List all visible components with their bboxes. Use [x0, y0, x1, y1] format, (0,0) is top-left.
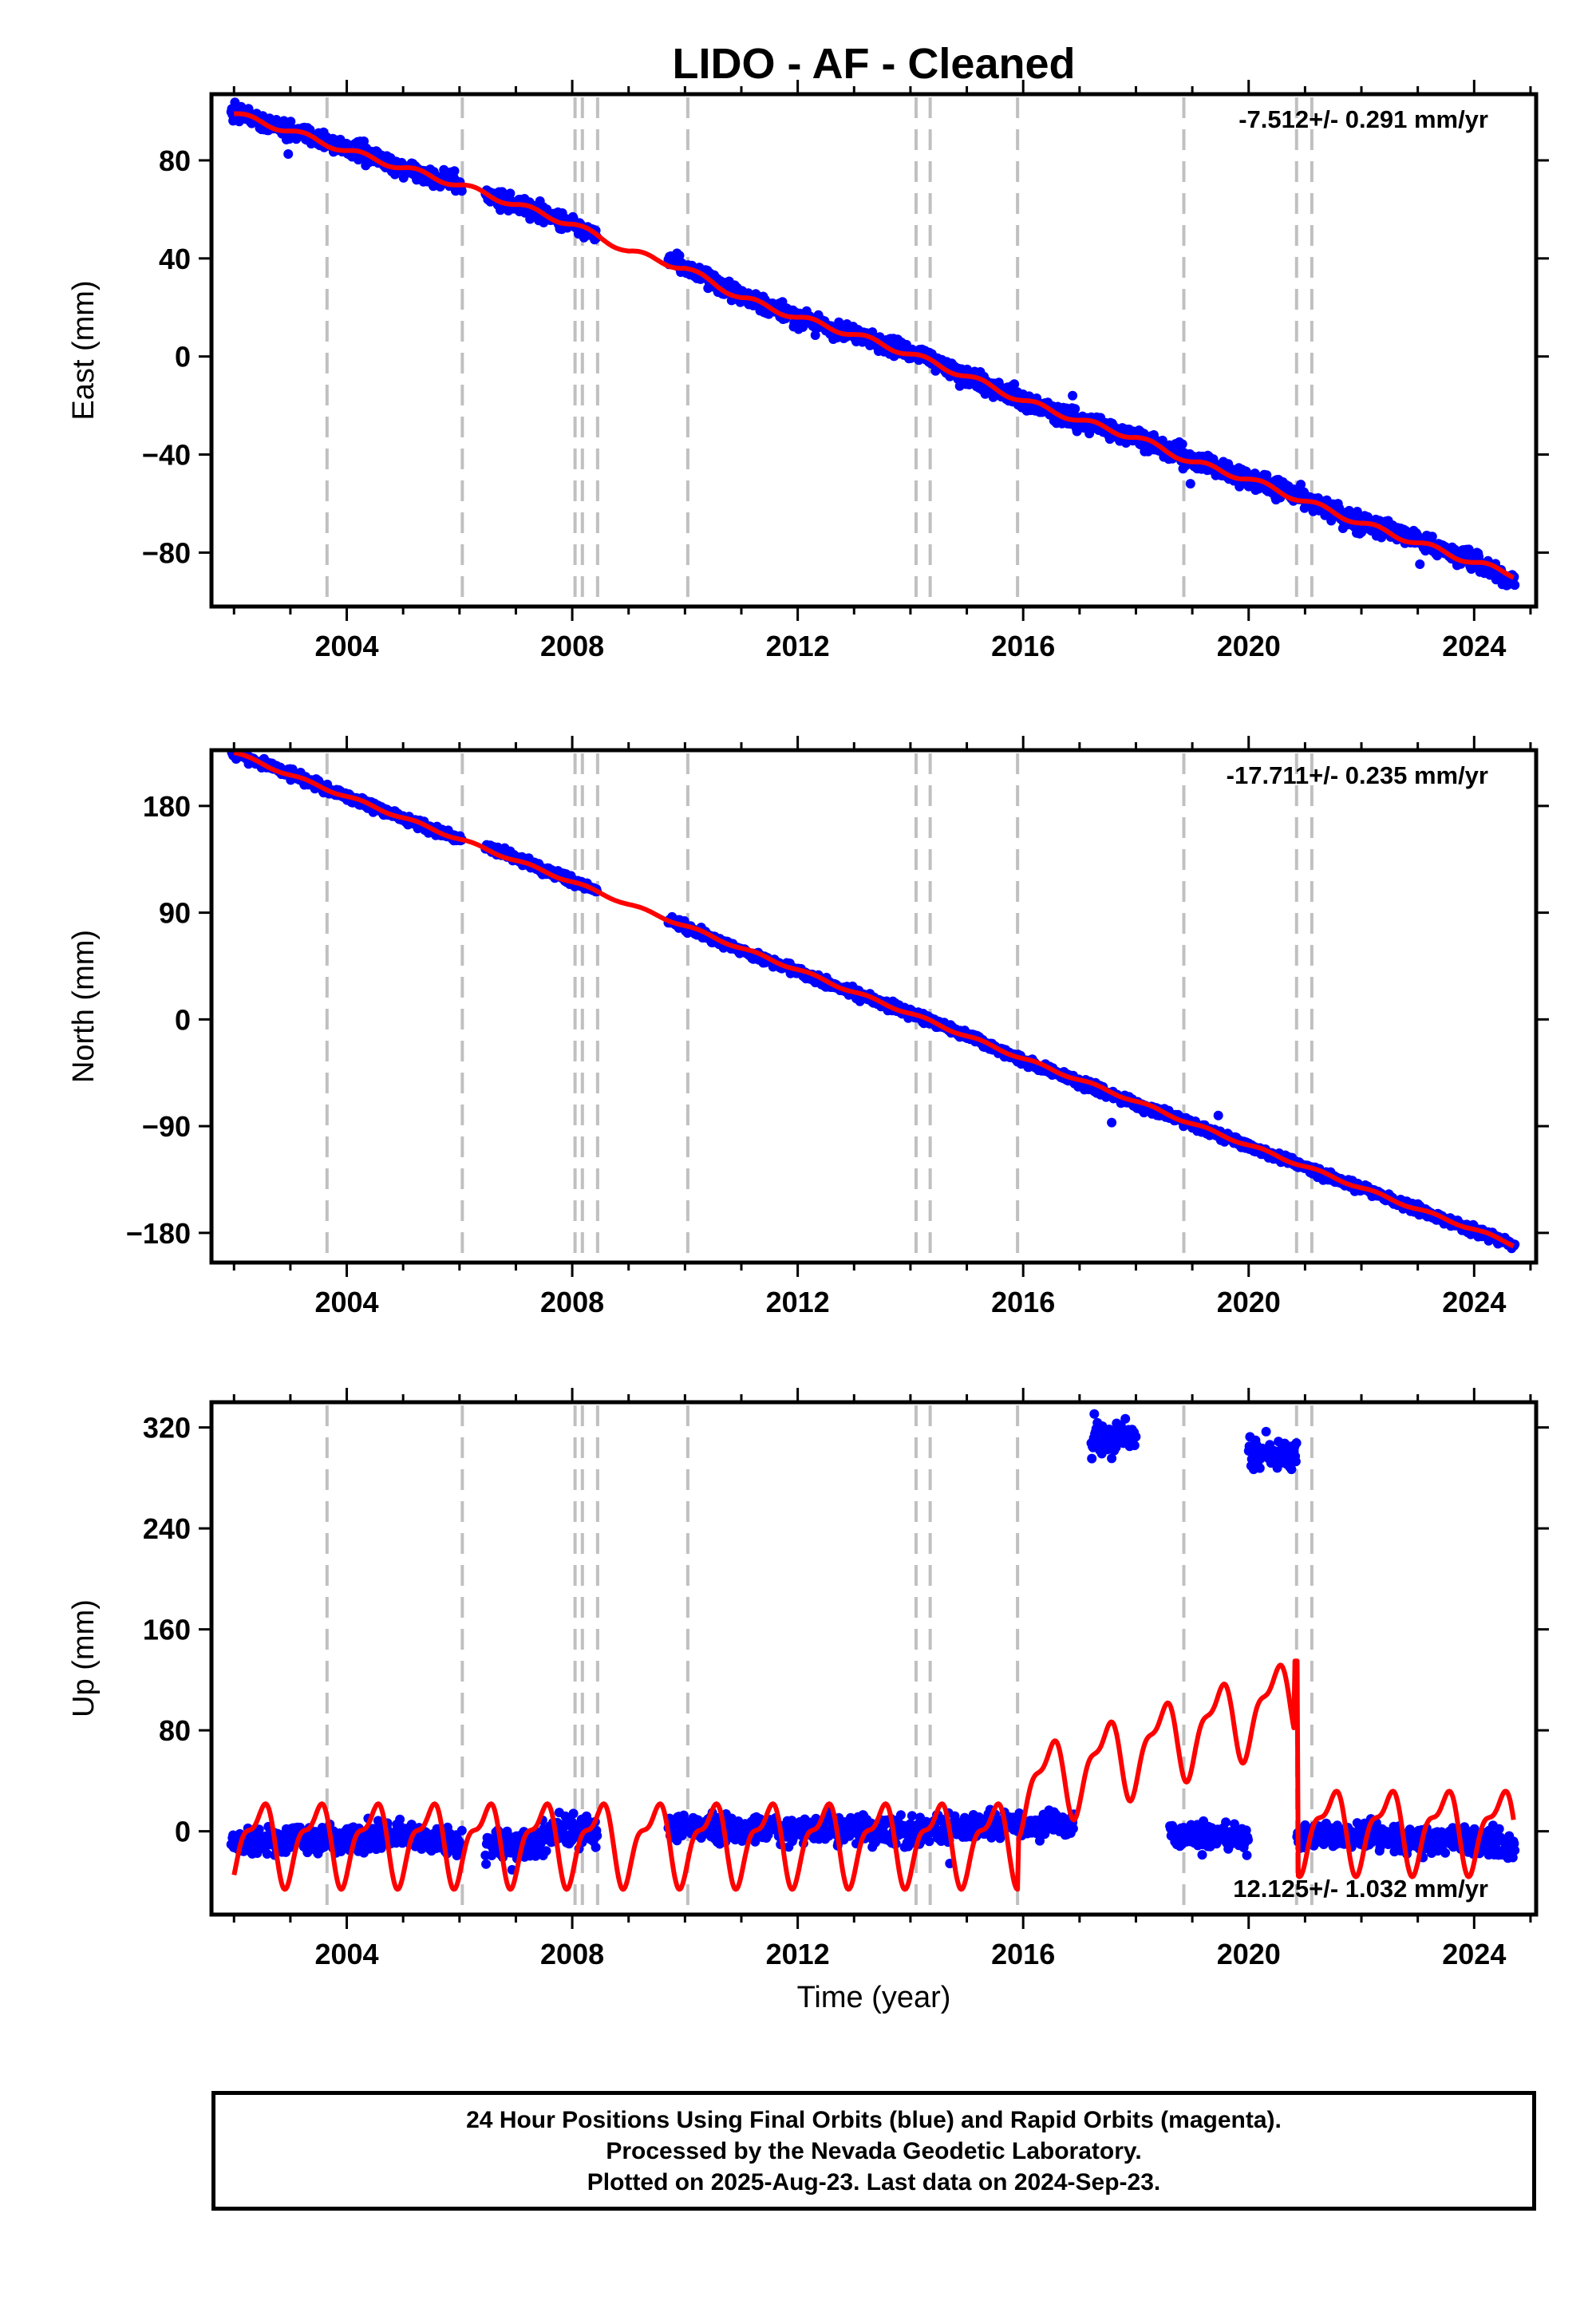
x-tick-label: 2016	[991, 630, 1055, 662]
y-tick-label: 0	[175, 341, 191, 373]
obs-point	[1510, 580, 1520, 591]
panel-north: −180 −90 0 90 180 2004 2008 2012 2016 2020 2024 Nor…	[67, 736, 1549, 1318]
plot-frame	[209, 748, 1539, 1265]
x-tick-label: 2004	[314, 630, 378, 662]
obs-point	[1070, 404, 1080, 414]
panels: −80 −40 0 40 80 2004 2008 2012 2016 2020 2024 East …	[67, 80, 1549, 1970]
obs-point	[907, 1811, 917, 1821]
y-tick-label: −80	[142, 536, 191, 569]
y-tick-label: 40	[159, 243, 191, 275]
y-tick-label: −90	[142, 1110, 191, 1143]
obs-point	[505, 188, 516, 199]
rate-annotation: -7.512+/- 0.291 mm/yr	[1238, 105, 1488, 133]
obs-point	[1185, 479, 1195, 489]
obs-point	[395, 1814, 405, 1824]
x-tick-label: 2020	[1217, 1286, 1281, 1318]
y-tick-label: 0	[175, 1003, 191, 1036]
y-axis-label: East (mm)	[67, 280, 101, 420]
plot-frame	[209, 92, 1539, 609]
observation-points	[226, 1409, 1520, 1875]
obs-point	[1068, 390, 1078, 401]
obs-point	[541, 1846, 551, 1856]
rate-annotation: -17.711+/- 0.235 mm/yr	[1227, 761, 1488, 789]
obs-point	[568, 1808, 579, 1819]
y-tick-label: 180	[143, 790, 191, 823]
obs-point	[1107, 1117, 1117, 1128]
x-tick-label: 2020	[1217, 630, 1281, 662]
obs-point	[283, 149, 294, 159]
obs-point	[1009, 379, 1020, 389]
obs-point	[481, 1859, 492, 1869]
obs-point	[449, 166, 460, 176]
obs-point	[456, 1825, 467, 1836]
x-tick-label: 2016	[991, 1286, 1055, 1318]
y-tick-label: −180	[126, 1217, 191, 1250]
model-line	[232, 750, 1515, 1249]
panel-east: −80 −40 0 40 80 2004 2008 2012 2016 2020 2024 East …	[67, 80, 1549, 662]
obs-point	[262, 1849, 272, 1859]
obs-point	[1262, 470, 1272, 480]
x-tick-label: 2008	[540, 1286, 604, 1318]
obs-point	[1427, 532, 1437, 542]
x-tick-label: 2008	[540, 630, 604, 662]
y-tick-label: 80	[159, 144, 191, 177]
obs-point	[895, 1810, 906, 1820]
x-tick-label: 2012	[766, 1286, 830, 1318]
obs-point	[456, 186, 467, 196]
x-tick-label: 2012	[766, 630, 830, 662]
obs-point	[1177, 439, 1187, 449]
obs-point	[1213, 1110, 1223, 1120]
x-tick-label: 2004	[314, 1286, 378, 1318]
figure-title: LIDO - AF - Cleaned	[672, 40, 1075, 88]
obs-point	[502, 1826, 512, 1836]
obs-point	[1296, 480, 1306, 490]
x-tick-label: 2024	[1442, 1286, 1506, 1318]
x-tick-label: 2024	[1442, 630, 1506, 662]
y-axis-label: North (mm)	[67, 930, 101, 1083]
model-line	[232, 111, 1515, 580]
obs-point	[1415, 559, 1425, 569]
obs-point	[591, 1842, 601, 1852]
y-tick-label: 90	[159, 897, 191, 930]
y-tick-label: −40	[142, 439, 191, 472]
obs-point	[592, 1831, 602, 1841]
